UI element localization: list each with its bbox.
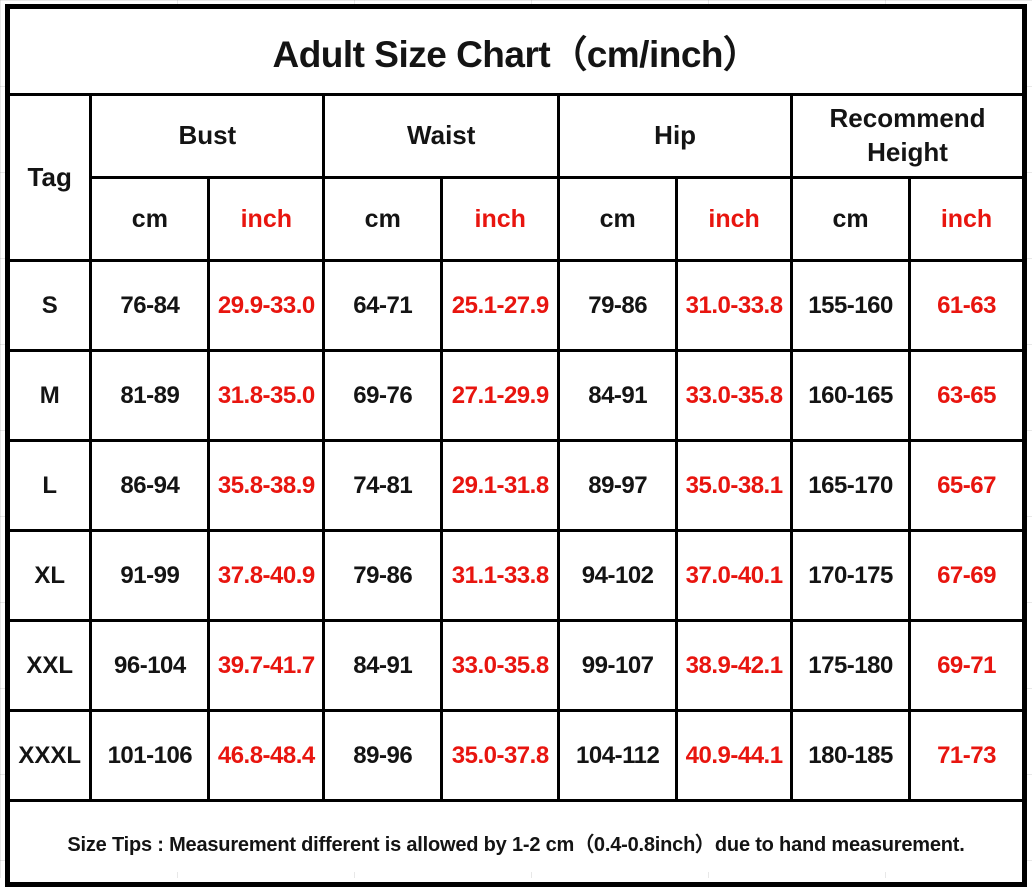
unit-header-bust-cm: cm [89, 176, 211, 262]
cm-value-cell: 64-71 [322, 259, 444, 352]
inch-value-cell: 37.8-40.9 [207, 529, 326, 622]
table-row: S 76-84 29.9-33.0 64-71 25.1-27.9 79-86 31.0-3… [5, 259, 1026, 352]
unit-header-height-cm: cm [790, 176, 912, 262]
size-rows: S 76-84 29.9-33.0 64-71 25.1-27.9 79-86 31.0-3… [5, 259, 1026, 802]
page-title: Adult Size Chart（cm/inch） [6, 5, 1026, 96]
inch-value-cell: 31.8-35.0 [207, 349, 326, 442]
size-tips: Size Tips : Measurement different is all… [6, 799, 1026, 886]
cm-value-cell: 165-170 [790, 439, 912, 532]
cm-value-cell: 89-97 [557, 439, 679, 532]
cm-value-cell: 84-91 [322, 619, 444, 712]
tag-cell: M [5, 349, 93, 442]
cm-value-cell: 79-86 [322, 529, 444, 622]
table-row: M 81-89 31.8-35.0 69-76 27.1-29.9 84-91 33.0-3… [5, 349, 1026, 442]
column-header-recommend-height: Recommend Height [790, 93, 1026, 179]
inch-value-cell: 65-67 [908, 439, 1026, 532]
inch-value-cell: 29.1-31.8 [440, 439, 561, 532]
column-header-hip: Hip [557, 93, 794, 179]
inch-value-cell: 35.0-37.8 [440, 709, 561, 802]
unit-header-height-inch: inch [908, 176, 1026, 262]
cm-value-cell: 155-160 [790, 259, 912, 352]
tag-cell: XXXL [5, 709, 93, 802]
column-header-tag: Tag [5, 93, 93, 262]
cm-value-cell: 99-107 [557, 619, 679, 712]
cm-value-cell: 101-106 [89, 709, 211, 802]
cm-value-cell: 96-104 [89, 619, 211, 712]
cm-value-cell: 104-112 [557, 709, 679, 802]
inch-value-cell: 37.0-40.1 [675, 529, 794, 622]
cm-value-cell: 180-185 [790, 709, 912, 802]
unit-header-hip-inch: inch [675, 176, 794, 262]
tag-cell: L [5, 439, 93, 532]
column-header-waist-label: Waist [407, 120, 476, 151]
tips-row: Size Tips : Measurement different is all… [6, 799, 1026, 886]
inch-value-cell: 63-65 [908, 349, 1026, 442]
column-header-recommend-height-label: Recommend Height [829, 103, 986, 167]
inch-value-cell: 33.0-35.8 [675, 349, 794, 442]
inch-value-cell: 40.9-44.1 [675, 709, 794, 802]
column-header-waist: Waist [322, 93, 561, 179]
inch-value-cell: 35.8-38.9 [207, 439, 326, 532]
inch-value-cell: 69-71 [908, 619, 1026, 712]
cm-value-cell: 175-180 [790, 619, 912, 712]
table-row: XXL 96-104 39.7-41.7 84-91 33.0-35.8 99-107 38… [5, 619, 1026, 712]
tag-cell: XL [5, 529, 93, 622]
cm-value-cell: 94-102 [557, 529, 679, 622]
unit-header-waist-cm: cm [322, 176, 444, 262]
table-row: L 86-94 35.8-38.9 74-81 29.1-31.8 89-97 35.0-3… [5, 439, 1026, 532]
unit-header-bust-inch: inch [207, 176, 326, 262]
cm-value-cell: 160-165 [790, 349, 912, 442]
cm-value-cell: 84-91 [557, 349, 679, 442]
cm-value-cell: 74-81 [322, 439, 444, 532]
cm-value-cell: 81-89 [89, 349, 211, 442]
inch-value-cell: 25.1-27.9 [440, 259, 561, 352]
inch-value-cell: 31.1-33.8 [440, 529, 561, 622]
inch-value-cell: 39.7-41.7 [207, 619, 326, 712]
inch-value-cell: 71-73 [908, 709, 1026, 802]
group-header-row: Tag Bust Waist Hip Recommend Height [5, 93, 1026, 262]
cm-value-cell: 79-86 [557, 259, 679, 352]
inch-value-cell: 35.0-38.1 [675, 439, 794, 532]
column-header-bust: Bust [89, 93, 326, 179]
cm-value-cell: 91-99 [89, 529, 211, 622]
cm-value-cell: 89-96 [322, 709, 444, 802]
title-row: Adult Size Chart（cm/inch） [6, 5, 1026, 96]
size-chart: Adult Size Chart（cm/inch） Tag Bust Waist… [5, 4, 1027, 887]
unit-header-hip-cm: cm [557, 176, 679, 262]
unit-header-waist-inch: inch [440, 176, 561, 262]
table-row: XL 91-99 37.8-40.9 79-86 31.1-33.8 94-102 37.0… [5, 529, 1026, 622]
unit-header-row: cm inch cm inch cm inch cm inch [8, 176, 1026, 262]
cm-value-cell: 69-76 [322, 349, 444, 442]
column-header-bust-label: Bust [178, 120, 237, 151]
inch-value-cell: 67-69 [908, 529, 1026, 622]
inch-value-cell: 31.0-33.8 [675, 259, 794, 352]
size-chart-table: Adult Size Chart（cm/inch） Tag Bust Waist… [5, 4, 1027, 887]
inch-value-cell: 38.9-42.1 [675, 619, 794, 712]
cm-value-cell: 86-94 [89, 439, 211, 532]
inch-value-cell: 46.8-48.4 [207, 709, 326, 802]
tag-cell: XXL [5, 619, 93, 712]
tag-cell: S [5, 259, 93, 352]
column-header-hip-label: Hip [654, 120, 697, 151]
inch-value-cell: 61-63 [908, 259, 1026, 352]
table-row: XXXL 101-106 46.8-48.4 89-96 35.0-37.8 104-11… [5, 709, 1026, 802]
inch-value-cell: 29.9-33.0 [207, 259, 326, 352]
cm-value-cell: 170-175 [790, 529, 912, 622]
cm-value-cell: 76-84 [89, 259, 211, 352]
inch-value-cell: 27.1-29.9 [440, 349, 561, 442]
inch-value-cell: 33.0-35.8 [440, 619, 561, 712]
